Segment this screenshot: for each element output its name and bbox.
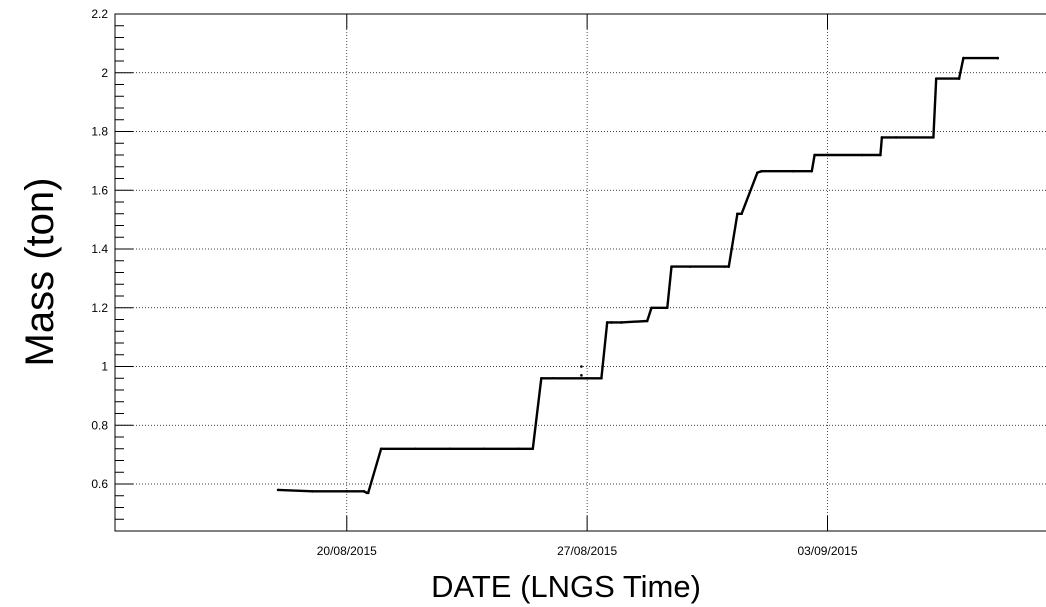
data-point: [448, 447, 452, 451]
data-point: [551, 376, 555, 380]
y-tick-label: 1: [101, 360, 108, 374]
y-tick-label: 1.2: [91, 301, 108, 315]
data-point: [531, 447, 535, 451]
data-point: [362, 490, 366, 493]
data-point: [605, 321, 609, 324]
data-point: [482, 447, 486, 451]
data-point: [540, 376, 543, 380]
grid: [115, 13, 1046, 531]
data-point: [996, 56, 1000, 60]
data-point: [580, 365, 583, 368]
data-point: [962, 56, 965, 60]
data-point: [880, 136, 884, 139]
data-point: [580, 374, 583, 377]
data-point: [585, 376, 589, 380]
data-point: [276, 488, 280, 492]
x-tick-label: 20/08/2015: [317, 544, 377, 558]
y-tick-label: 0.8: [91, 418, 108, 432]
data-point: [311, 490, 314, 493]
data-point: [670, 265, 673, 268]
y-tick-label: 0.6: [91, 477, 108, 491]
data-series: [276, 56, 1000, 495]
y-tick-label: 2.2: [91, 7, 108, 21]
data-point: [345, 490, 349, 493]
data-point: [740, 212, 743, 216]
data-point: [414, 447, 417, 451]
data-point: [727, 265, 731, 268]
y-tick-label: 1.6: [91, 183, 108, 197]
x-axis: 20/08/2015 27/08/2015 03/09/2015: [317, 14, 858, 558]
data-point: [760, 169, 763, 173]
data-point: [860, 153, 864, 157]
x-tick-label: 27/08/2015: [557, 544, 617, 558]
data-point: [934, 77, 938, 80]
data-point: [610, 321, 613, 324]
y-tick-label: 2: [101, 66, 108, 80]
data-point: [688, 265, 692, 268]
data-point: [650, 306, 653, 310]
data-point: [620, 321, 623, 324]
y-tick-label: 1.4: [91, 242, 108, 256]
data-point: [379, 447, 383, 451]
data-point: [645, 319, 649, 323]
data-point: [957, 77, 961, 80]
y-tick-label: 1.8: [91, 125, 108, 139]
data-point: [810, 169, 814, 173]
data-trace: [278, 56, 998, 494]
data-point: [879, 153, 882, 157]
data-point: [665, 306, 669, 310]
data-point: [723, 265, 726, 268]
data-point: [736, 212, 739, 216]
data-point: [517, 447, 520, 451]
data-point: [932, 136, 935, 139]
y-axis-title: Mass (ton): [18, 178, 62, 367]
data-point: [826, 153, 829, 157]
y-axis: 0.6 0.8 1 1.2 1.4 1.6 1.8 2 2.2: [91, 7, 133, 532]
data-point: [756, 171, 759, 174]
plot-frame: [114, 13, 1046, 532]
data-point: [366, 491, 370, 495]
data-point: [813, 153, 816, 157]
x-axis-title: DATE (LNGS Time): [431, 569, 701, 604]
x-tick-label: 03/09/2015: [797, 544, 857, 558]
data-point: [791, 169, 795, 173]
data-point: [894, 136, 898, 139]
data-point: [600, 376, 603, 380]
